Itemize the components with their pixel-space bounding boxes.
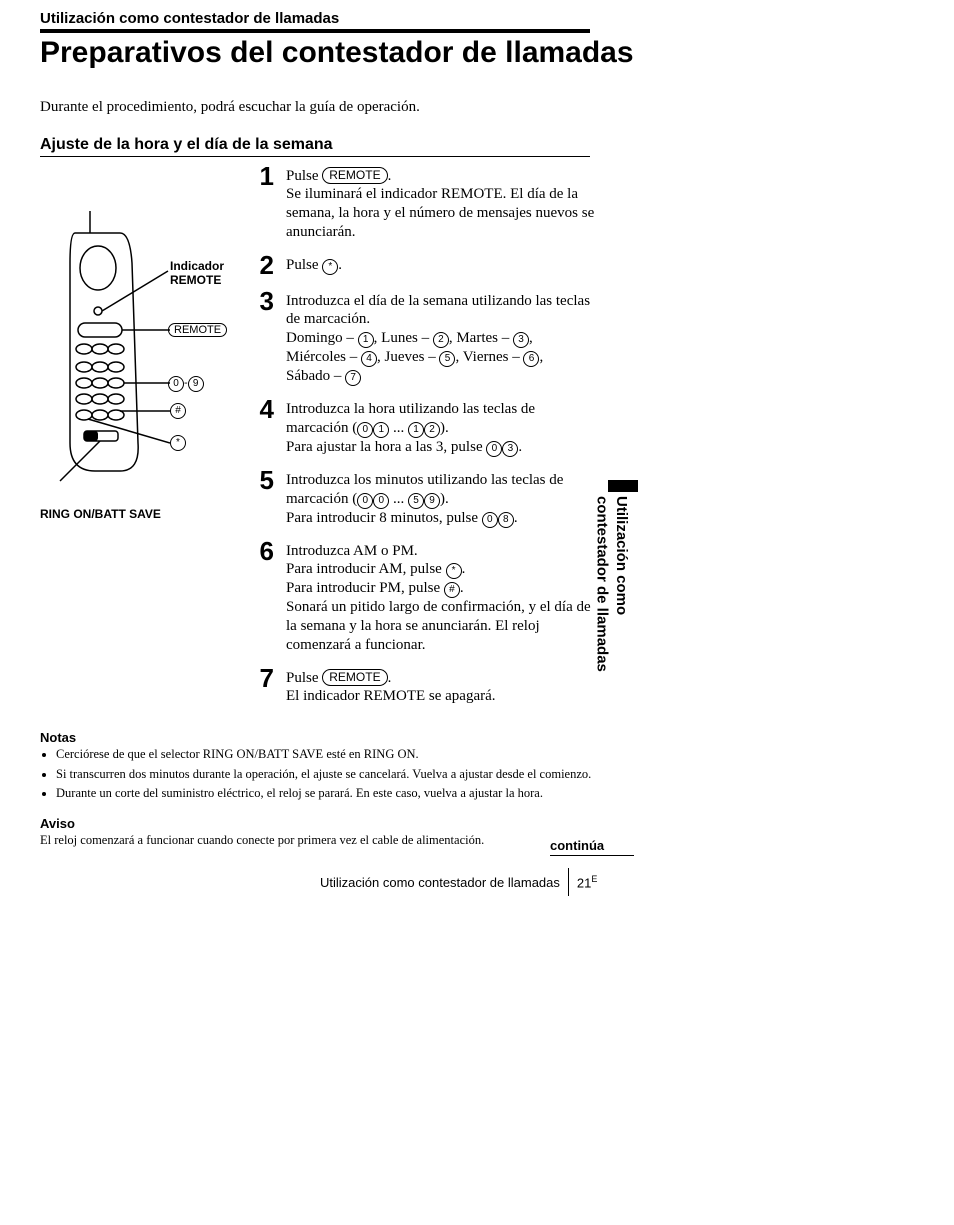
step-3: 3 Introduzca el día de la semana utiliza…: [240, 288, 600, 387]
step-body: Introduzca AM o PM. Para introducir AM, …: [286, 538, 600, 655]
step-number: 1: [240, 163, 286, 189]
note-item: Si transcurren dos minutos durante la op…: [56, 767, 616, 783]
remote-button-label: REMOTE: [322, 669, 387, 686]
step-number: 4: [240, 396, 286, 422]
step-number: 3: [240, 288, 286, 314]
step-body: Pulse REMOTE. Se iluminará el indicador …: [286, 163, 600, 242]
section-header: Utilización como contestador de llamadas: [40, 10, 590, 33]
continue-indicator: continúa: [550, 838, 634, 856]
step-number: 2: [240, 252, 286, 278]
step-number: 7: [240, 665, 286, 691]
aviso-title: Aviso: [40, 816, 914, 831]
diagram-label-star: *: [170, 435, 186, 451]
diagram-label-indicator: Indicador REMOTE: [170, 259, 224, 287]
diagram-label-digits: 0-9: [168, 376, 204, 392]
step-body: Introduzca los minutos utilizando las te…: [286, 467, 600, 528]
diagram-label-switch: RING ON/BATT SAVE: [40, 507, 240, 521]
step-1: 1 Pulse REMOTE. Se iluminará el indicado…: [240, 163, 600, 242]
step-number: 5: [240, 467, 286, 493]
notes-list: Cerciórese de que el selector RING ON/BA…: [40, 747, 616, 802]
step-6: 6 Introduzca AM o PM. Para introducir AM…: [240, 538, 600, 655]
content-row: Indicador REMOTE REMOTE 0-9 # * RING ON/…: [40, 163, 600, 717]
remote-button-label: REMOTE: [322, 167, 387, 184]
note-item: Cerciórese de que el selector RING ON/BA…: [56, 747, 616, 763]
intro-paragraph: Durante el procedimiento, podrá escuchar…: [40, 99, 914, 116]
thumb-tab-label: Utilización comocontestador de llamadas: [592, 496, 631, 672]
page-footer: Utilización como contestador de llamadas…: [320, 868, 597, 896]
step-4: 4 Introduzca la hora utilizando las tecl…: [240, 396, 600, 457]
diagram-column: Indicador REMOTE REMOTE 0-9 # * RING ON/…: [40, 163, 240, 521]
hash-key: #: [444, 582, 460, 598]
subsection-title: Ajuste de la hora y el día de la semana: [40, 136, 590, 157]
diagram-label-remote: REMOTE: [168, 323, 227, 337]
step-body: Introduzca la hora utilizando las teclas…: [286, 396, 600, 457]
note-item: Durante un corte del suministro eléctric…: [56, 786, 616, 802]
step-body: Pulse *.: [286, 252, 342, 275]
thumb-tab-mark: [608, 480, 638, 492]
footer-page-number: 21E: [577, 874, 597, 890]
step-2: 2 Pulse *.: [240, 252, 600, 278]
manual-page: Utilización como contestador de llamadas…: [0, 0, 954, 1225]
handset-diagram: Indicador REMOTE REMOTE 0-9 # *: [40, 203, 240, 503]
page-title: Preparativos del contestador de llamadas: [40, 37, 914, 69]
notes-title: Notas: [40, 730, 914, 745]
days-list: Domingo – 1, Lunes – 2, Martes – 3, Miér…: [286, 330, 543, 384]
step-number: 6: [240, 538, 286, 564]
footer-separator: [568, 868, 569, 896]
step-body: Introduzca el día de la semana utilizand…: [286, 288, 600, 387]
step-7: 7 Pulse REMOTE. El indicador REMOTE se a…: [240, 665, 600, 707]
star-key: *: [446, 563, 462, 579]
step-5: 5 Introduzca los minutos utilizando las …: [240, 467, 600, 528]
steps-column: 1 Pulse REMOTE. Se iluminará el indicado…: [240, 163, 600, 717]
handset-svg: [40, 203, 170, 483]
footer-section: Utilización como contestador de llamadas: [320, 875, 560, 890]
aviso-body: El reloj comenzará a funcionar cuando co…: [40, 833, 500, 849]
diagram-label-hash: #: [170, 403, 186, 419]
step-body: Pulse REMOTE. El indicador REMOTE se apa…: [286, 665, 496, 707]
star-key: *: [322, 259, 338, 275]
